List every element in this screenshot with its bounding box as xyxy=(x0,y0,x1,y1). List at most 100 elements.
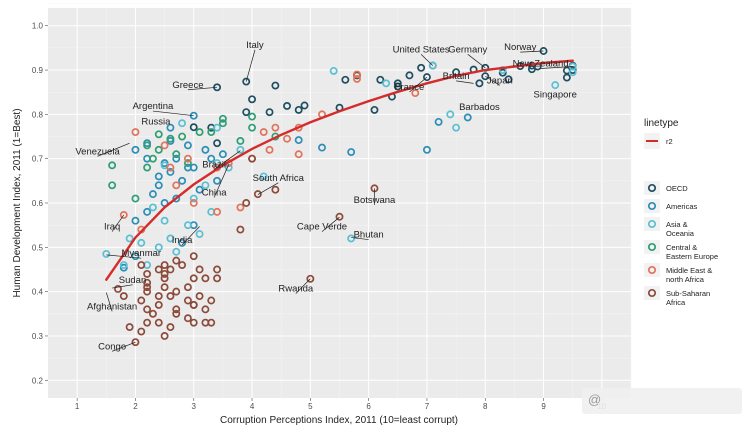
point-americas xyxy=(154,172,163,181)
point-americas xyxy=(166,123,175,132)
point-sub-saharan-africa xyxy=(189,300,198,309)
point-sub-saharan-africa xyxy=(183,283,192,292)
point-americas xyxy=(154,181,163,190)
point-oecd xyxy=(341,75,350,84)
point-central-eastern-europe xyxy=(143,163,152,172)
point-oecd xyxy=(370,105,379,114)
point-sub-saharan-africa xyxy=(137,296,146,305)
annotation-leader xyxy=(187,86,218,91)
point-sub-saharan-africa xyxy=(125,323,134,332)
trend-line-group xyxy=(105,59,574,281)
legend-swatch-middle-east-north-africa xyxy=(647,265,657,275)
annotation-leader xyxy=(520,50,544,53)
point-sub-saharan-africa xyxy=(201,305,210,314)
point-asia-oceania xyxy=(382,79,391,88)
annotation-singapore: Singapore xyxy=(534,90,577,101)
point-asia-oceania xyxy=(178,119,187,128)
point-central-eastern-europe xyxy=(195,128,204,137)
annotation-bhutan: Bhutan xyxy=(354,230,384,241)
point-asia-oceania xyxy=(102,250,111,258)
point-oecd xyxy=(481,72,490,81)
point-sub-saharan-africa xyxy=(271,185,280,194)
point-asia-oceania xyxy=(154,243,163,252)
point-oecd xyxy=(417,63,426,72)
annotation-sudan: Sudan xyxy=(119,275,146,286)
point-middle-east-north-africa xyxy=(271,123,280,132)
point-sub-saharan-africa xyxy=(119,292,128,301)
point-asia-oceania xyxy=(329,66,338,75)
legend-label-sub-saharan-africa: Africa xyxy=(666,298,686,307)
point-sub-saharan-africa xyxy=(154,300,163,309)
legend-swatch-oecd xyxy=(647,183,657,193)
x-tick-label: 3 xyxy=(192,402,197,411)
legend-key xyxy=(644,286,660,300)
point-oecd xyxy=(300,101,309,110)
annotation-afghanistan: Afghanistan xyxy=(87,301,137,312)
point-sub-saharan-africa xyxy=(154,292,163,301)
annotation-leader xyxy=(105,292,113,312)
point-central-eastern-europe xyxy=(131,194,140,203)
point-middle-east-north-africa xyxy=(119,211,128,219)
point-sub-saharan-africa xyxy=(166,265,175,274)
annotation-leader xyxy=(152,110,194,117)
point-sub-saharan-africa xyxy=(143,278,152,287)
point-oecd xyxy=(248,95,256,104)
point-middle-east-north-africa xyxy=(283,134,291,143)
annotation-britain: Britain xyxy=(443,71,470,82)
point-sub-saharan-africa xyxy=(207,296,216,305)
y-tick-label: 0.4 xyxy=(32,288,44,297)
annotation-new-zealand: New Zealand xyxy=(513,59,569,70)
point-sub-saharan-africa xyxy=(137,327,146,336)
annotation-botswana: Botswana xyxy=(354,195,396,206)
point-asia-oceania xyxy=(137,238,146,247)
annotation-united-states: United States xyxy=(393,44,450,55)
annotation-south-africa: South Africa xyxy=(253,173,305,184)
point-middle-east-north-africa xyxy=(183,154,192,163)
point-sub-saharan-africa xyxy=(178,261,187,269)
point-sub-saharan-africa xyxy=(143,287,152,296)
annotation-leader xyxy=(257,182,279,195)
point-sub-saharan-africa xyxy=(143,318,152,327)
point-central-eastern-europe xyxy=(248,112,256,121)
point-sub-saharan-africa xyxy=(189,252,198,261)
y-tick-label: 0.6 xyxy=(32,199,44,208)
legend-linetype-label: r2 xyxy=(666,137,673,146)
point-asia-oceania xyxy=(166,234,175,243)
point-sub-saharan-africa xyxy=(183,314,192,323)
point-sub-saharan-africa xyxy=(213,274,222,283)
point-sub-saharan-africa xyxy=(306,274,315,283)
annotation-leader xyxy=(321,216,340,232)
point-americas xyxy=(148,190,157,199)
annotation-brazil: Brazil xyxy=(202,160,226,171)
point-sub-saharan-africa xyxy=(242,199,251,207)
point-sub-saharan-africa xyxy=(172,309,181,318)
point-sub-saharan-africa xyxy=(195,292,204,301)
point-sub-saharan-africa xyxy=(236,225,245,234)
point-americas xyxy=(183,163,192,172)
x-axis-title: Corruption Perceptions Index, 2011 (10=l… xyxy=(220,415,458,426)
legend-label-central-eastern-europe: Eastern Europe xyxy=(666,252,718,261)
legend-label-sub-saharan-africa: Sub-Saharan xyxy=(666,289,710,298)
point-asia-oceania xyxy=(195,230,204,238)
point-asia-oceania xyxy=(201,181,210,190)
point-oecd xyxy=(423,73,431,82)
point-central-eastern-europe xyxy=(248,123,256,132)
annotation-greece: Greece xyxy=(172,80,203,91)
point-sub-saharan-africa xyxy=(172,305,181,314)
annotation-leader xyxy=(245,49,256,82)
point-asia-oceania xyxy=(189,194,198,203)
point-middle-east-north-africa xyxy=(166,163,175,172)
point-asia-oceania xyxy=(568,68,577,77)
point-asia-oceania xyxy=(236,145,245,154)
point-sub-saharan-africa xyxy=(160,261,169,269)
point-americas xyxy=(178,176,187,185)
legend-key xyxy=(644,181,660,195)
annotation-barbados: Barbados xyxy=(459,102,500,113)
point-americas xyxy=(218,150,227,159)
point-americas xyxy=(347,148,356,156)
y-tick-label: 0.3 xyxy=(32,332,44,341)
watermark: @ xyxy=(582,388,742,414)
point-asia-oceania xyxy=(160,216,169,225)
annotation-iraq: Iraq xyxy=(104,222,120,233)
point-sub-saharan-africa xyxy=(253,190,262,199)
